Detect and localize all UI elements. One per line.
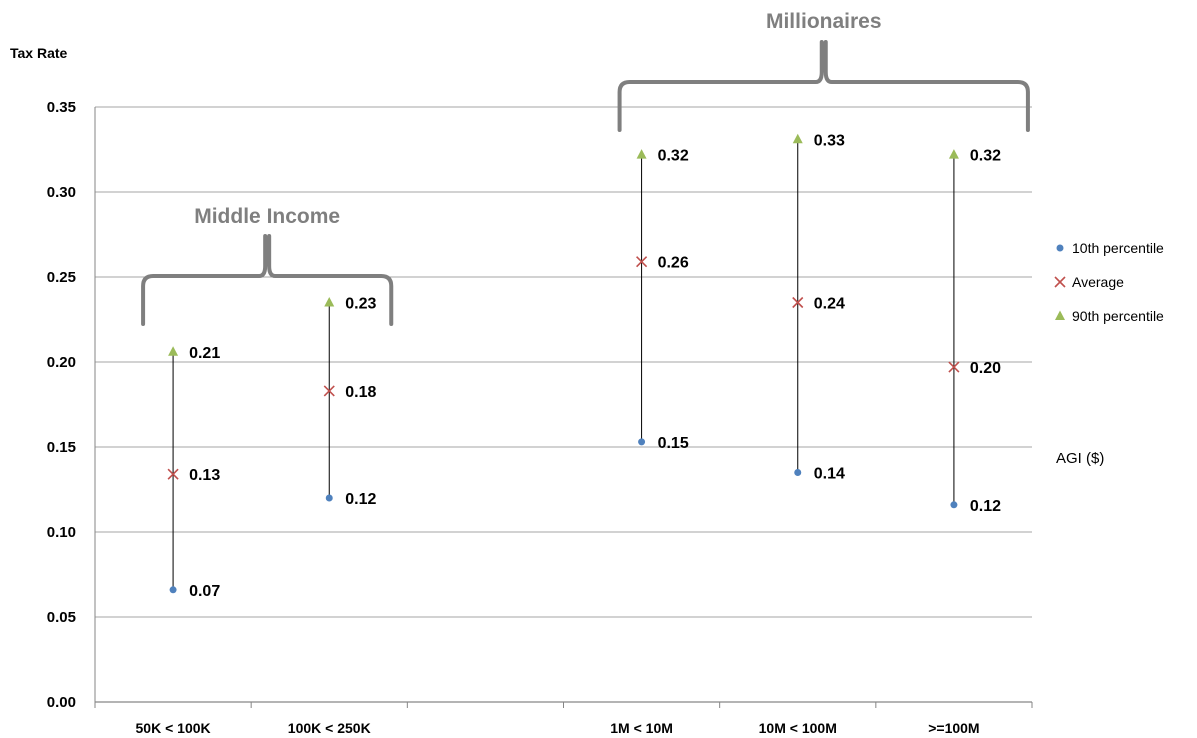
y-tick-label: 0.30 bbox=[47, 184, 76, 201]
legend-label: 10th percentile bbox=[1072, 240, 1164, 256]
x-tick-label: 50K < 100K bbox=[136, 720, 211, 736]
data-point-stroke bbox=[323, 385, 335, 397]
data-point-stroke bbox=[636, 256, 648, 268]
data-label: 0.24 bbox=[814, 296, 845, 313]
data-point bbox=[638, 438, 646, 446]
legend-label: 90th percentile bbox=[1072, 308, 1164, 324]
y-tick-label: 0.10 bbox=[47, 524, 76, 541]
y-tick-label: 0.25 bbox=[47, 269, 76, 286]
legend: 10th percentile Average 90th percentile bbox=[1054, 240, 1164, 324]
group-brackets: Middle Income Millionaires bbox=[141, 10, 1030, 326]
data-point bbox=[323, 385, 335, 397]
data-point bbox=[948, 149, 959, 159]
y-tick-label: 0.05 bbox=[47, 609, 76, 626]
data-markers bbox=[167, 133, 960, 594]
data-label: 0.14 bbox=[814, 466, 845, 483]
data-label: 0.21 bbox=[189, 345, 220, 362]
data-point-stroke bbox=[167, 468, 179, 480]
data-label: 0.23 bbox=[345, 296, 376, 313]
data-point bbox=[324, 297, 335, 307]
x-axis-label: AGI ($) bbox=[1056, 450, 1104, 467]
group-label: Millionaires bbox=[766, 10, 882, 33]
data-label: 0.13 bbox=[189, 467, 220, 484]
legend-marker bbox=[1054, 276, 1066, 288]
y-tick-label: 0.15 bbox=[47, 439, 76, 456]
legend-marker bbox=[1055, 310, 1065, 320]
x-tick-label: 10M < 100M bbox=[759, 720, 837, 736]
data-label: 0.07 bbox=[189, 583, 220, 600]
bracket bbox=[141, 234, 394, 326]
data-point bbox=[168, 346, 179, 356]
data-point bbox=[169, 586, 177, 594]
data-point bbox=[636, 149, 647, 159]
data-point bbox=[167, 468, 179, 480]
data-point bbox=[792, 133, 803, 144]
data-label: 0.15 bbox=[658, 435, 689, 452]
y-tick-label: 0.35 bbox=[47, 99, 76, 116]
data-point bbox=[794, 469, 802, 476]
y-tick-label: 0.00 bbox=[47, 694, 76, 711]
legend-marker bbox=[1056, 244, 1064, 252]
data-point-stroke bbox=[948, 361, 960, 373]
x-tick-label: 100K < 250K bbox=[288, 720, 371, 736]
data-point bbox=[792, 296, 804, 309]
data-label: 0.12 bbox=[970, 498, 1001, 515]
x-tick-label: 1M < 10M bbox=[610, 720, 673, 736]
data-labels: 0.07 0.12 0.15 0.14 0.12 0.13 0.18 0.26 0.24 0.20… bbox=[189, 132, 1001, 600]
y-tick-label: 0.20 bbox=[47, 354, 76, 371]
y-axis-ticks: 0.00 0.05 0.10 0.15 0.20 0.25 0.30 0.35 bbox=[47, 99, 76, 711]
data-point bbox=[325, 494, 333, 502]
data-label: 0.32 bbox=[970, 148, 1001, 165]
data-label: 0.26 bbox=[658, 255, 689, 272]
y-axis-label: Tax Rate bbox=[10, 45, 68, 61]
legend-marker-stroke bbox=[1054, 276, 1066, 288]
data-point bbox=[636, 256, 648, 268]
bracket bbox=[617, 40, 1030, 132]
data-label: 0.32 bbox=[658, 148, 689, 165]
data-point-stroke bbox=[792, 296, 804, 309]
group-label: Middle Income bbox=[194, 205, 340, 228]
data-label: 0.18 bbox=[345, 384, 376, 401]
gridlines bbox=[95, 106, 1032, 703]
x-tick-label: >=100M bbox=[928, 720, 979, 736]
x-axis: 50K < 100K 100K < 250K 1M < 10M 10M < 100M >… bbox=[94, 107, 1033, 736]
legend-label: Average bbox=[1072, 274, 1124, 290]
data-point bbox=[950, 501, 958, 509]
data-point bbox=[948, 361, 960, 373]
data-label: 0.33 bbox=[814, 132, 845, 149]
data-label: 0.20 bbox=[970, 360, 1001, 377]
range-lines bbox=[172, 139, 955, 590]
data-label: 0.12 bbox=[345, 491, 376, 508]
